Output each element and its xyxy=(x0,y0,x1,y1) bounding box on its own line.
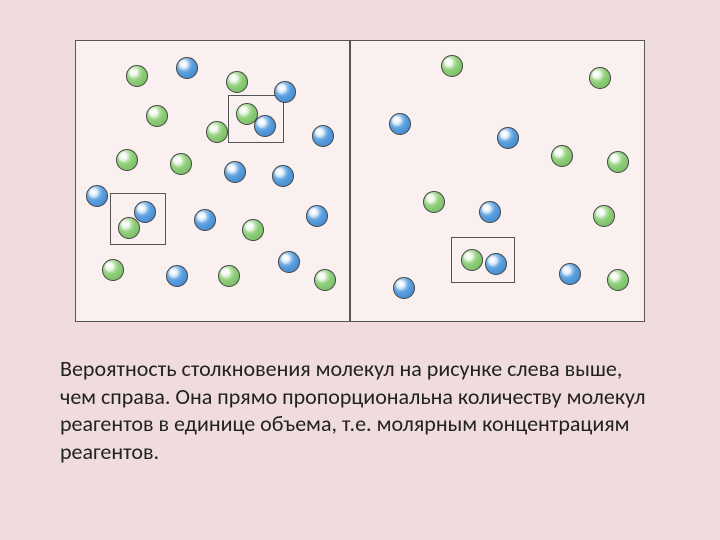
blue-molecule xyxy=(274,81,296,103)
blue-molecule xyxy=(86,185,108,207)
blue-molecule xyxy=(393,277,415,299)
green-molecule xyxy=(170,153,192,175)
blue-molecule xyxy=(497,127,519,149)
blue-molecule xyxy=(312,125,334,147)
green-molecule xyxy=(461,249,483,271)
green-molecule xyxy=(126,65,148,87)
panel-left xyxy=(75,40,350,322)
green-molecule xyxy=(226,71,248,93)
green-molecule xyxy=(314,269,336,291)
blue-molecule xyxy=(389,113,411,135)
green-molecule xyxy=(146,105,168,127)
green-molecule xyxy=(102,259,124,281)
blue-molecule xyxy=(272,165,294,187)
blue-molecule xyxy=(306,205,328,227)
blue-molecule xyxy=(166,265,188,287)
green-molecule xyxy=(607,151,629,173)
green-molecule xyxy=(441,55,463,77)
green-molecule xyxy=(116,149,138,171)
green-molecule xyxy=(607,269,629,291)
caption-text: Вероятность столкновения молекул на рису… xyxy=(60,355,660,465)
blue-molecule xyxy=(278,251,300,273)
blue-molecule xyxy=(224,161,246,183)
blue-molecule xyxy=(194,209,216,231)
diagram-panels xyxy=(75,40,645,320)
blue-molecule xyxy=(176,57,198,79)
green-molecule xyxy=(206,121,228,143)
green-molecule xyxy=(242,219,264,241)
green-molecule xyxy=(551,145,573,167)
panel-right xyxy=(350,40,645,322)
green-molecule xyxy=(423,191,445,213)
green-molecule xyxy=(593,205,615,227)
green-molecule xyxy=(118,217,140,239)
green-molecule xyxy=(589,67,611,89)
blue-molecule xyxy=(559,263,581,285)
blue-molecule xyxy=(134,201,156,223)
green-molecule xyxy=(218,265,240,287)
blue-molecule xyxy=(485,253,507,275)
blue-molecule xyxy=(254,115,276,137)
blue-molecule xyxy=(479,201,501,223)
